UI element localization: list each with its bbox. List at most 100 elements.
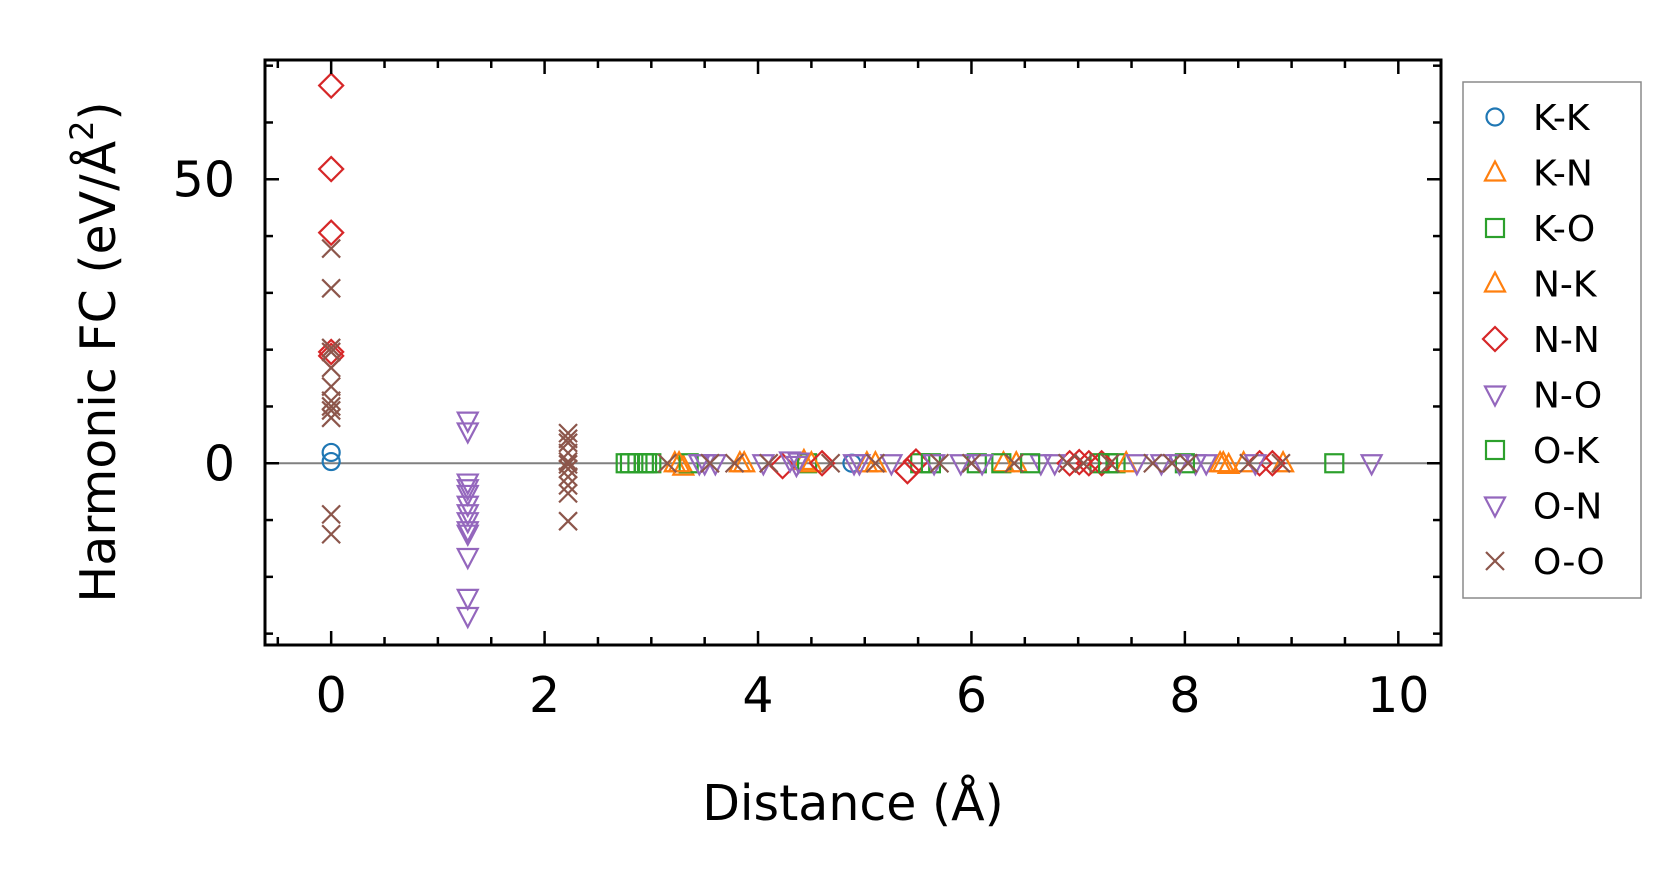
data-point-o-o [657,453,678,474]
data-point-k-k [321,451,341,472]
legend-entries: K-K K-N K-O N-K N-N N-O O-K O-N O-O [1481,98,1605,583]
data-point-o-o [1057,453,1078,474]
data-point-n-n [317,155,345,183]
data-point-o-k [1097,453,1119,474]
legend-marker-n-o [1483,385,1507,408]
data-point-o-k [641,453,662,474]
data-point-n-o [455,484,480,508]
legend-entry-n-n: N-N [1481,320,1600,361]
data-point-o-n [970,454,994,477]
data-point-k-n [1216,451,1241,475]
legend-entry-k-n: K-N [1483,154,1593,195]
data-point-o-o [321,390,341,411]
data-point-k-k [321,442,341,463]
data-point-o-n [455,521,480,544]
legend-entry-o-o: O-O [1485,542,1605,583]
data-point-o-o [758,453,779,474]
y-axis-label-main: Harmonic FC (eV/Å [68,140,127,602]
data-point-o-o [558,454,578,475]
data-point-o-n [842,454,866,477]
data-point-o-o [724,453,745,474]
data-points [317,72,1384,630]
data-point-o-o [321,338,341,358]
data-point-o-n [1042,454,1067,477]
data-point-n-k [799,449,824,473]
data-point-o-o [865,453,886,474]
legend-label-o-n: O-N [1533,487,1602,528]
data-point-o-k [619,453,641,474]
data-point-n-o [778,451,802,474]
x-tick-label: 0 [316,667,347,724]
data-point-o-o [321,238,341,259]
data-point-n-o [455,588,480,612]
y-axis-label-close: ) [70,101,127,120]
x-tick-label: 10 [1367,667,1429,724]
data-point-o-o [558,451,578,472]
y-axis-label: Harmonic FC (eV/Å2) [63,101,127,602]
data-point-n-k [863,449,888,473]
plot-frame [263,58,1443,647]
legend-entry-o-n: O-N [1483,487,1602,528]
legend-marker-k-n [1483,159,1507,182]
data-point-n-o [455,411,480,435]
data-point-k-o [1324,453,1345,474]
data-point-o-o [321,524,341,545]
data-point-n-k [667,449,691,473]
data-point-n-k [1208,449,1232,473]
data-point-n-o [455,606,480,630]
legend-marker-o-o [1485,551,1505,571]
data-point-o-o [321,400,341,421]
legend-marker-n-k [1483,270,1507,293]
data-point-n-o [1028,454,1053,477]
legend-entry-k-k: K-K [1485,98,1591,139]
data-point-n-n [317,338,345,366]
data-point-o-n [455,504,480,527]
data-point-o-k [1020,453,1041,474]
legend-label-n-k: N-K [1533,265,1598,306]
data-point-o-o [321,342,341,362]
x-tick-label: 2 [529,667,560,724]
data-point-o-o [1162,453,1182,474]
data-point-o-o [321,278,341,299]
x-tick-label: 8 [1169,667,1200,724]
data-point-n-o [455,422,480,445]
legend-label-n-o: N-O [1533,376,1602,417]
legend-marker-o-k [1484,439,1506,461]
data-point-o-o [961,453,982,474]
data-point-n-o [455,547,480,571]
data-point-k-n [671,453,696,476]
legend-label-k-k: K-K [1533,98,1591,139]
data-point-o-n [455,479,480,502]
data-point-o-o [1271,453,1291,474]
data-point-o-n [1125,454,1149,477]
data-point-o-n [1194,454,1219,477]
data-point-o-o [558,459,578,479]
legend-label-n-n: N-N [1533,320,1600,361]
data-point-o-o [1100,453,1120,474]
series-n-n [317,72,1286,485]
data-point-n-n [902,447,930,476]
legend-entry-n-o: N-O [1483,376,1602,417]
data-point-o-o [558,475,578,496]
data-point-n-n [808,449,836,477]
data-point-n-n [769,452,797,480]
data-point-n-o [1359,454,1384,477]
legend-label-k-n: K-N [1533,154,1593,195]
data-point-n-o [879,454,904,477]
y-tick-label: 0 [204,435,235,492]
data-point-o-o [558,483,578,504]
data-point-o-o [321,358,341,378]
data-point-o-o [321,504,341,525]
data-point-n-n [893,457,921,485]
legend-entry-k-o: K-O [1484,209,1595,250]
data-point-o-n [786,452,811,475]
legend-entry-n-k: N-K [1483,265,1598,306]
data-point-o-o [558,511,578,531]
data-point-o-o [558,429,578,449]
legend-label-k-o: K-O [1533,209,1595,250]
data-point-o-o [1004,453,1024,474]
data-point-o-o [700,453,720,474]
legend: K-K K-N K-O N-K N-N N-O O-K O-N O-O [1462,81,1642,599]
